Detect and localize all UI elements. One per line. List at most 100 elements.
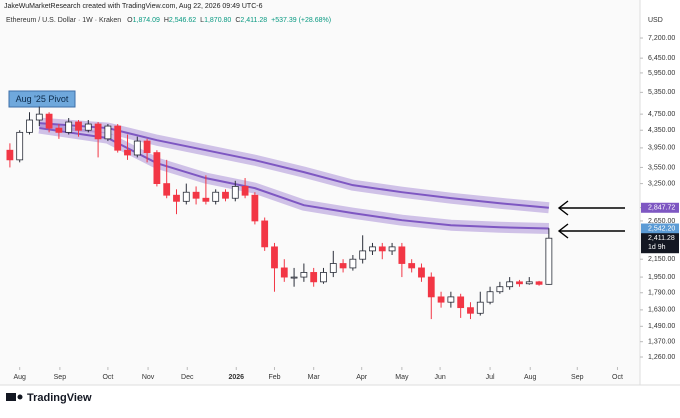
x-tick-label: Sep bbox=[54, 374, 67, 381]
candle-body bbox=[525, 281, 533, 285]
candle-body bbox=[427, 276, 435, 298]
y-tick-label: 1,370.00 bbox=[648, 339, 675, 346]
candle-body bbox=[251, 194, 259, 222]
candle-body bbox=[114, 125, 122, 151]
candle-body bbox=[467, 307, 474, 314]
x-tick-label: Jul bbox=[486, 374, 495, 381]
band-price-label: 2,847.72 bbox=[648, 205, 675, 212]
candle-body bbox=[241, 186, 249, 196]
countdown: 1d 9h bbox=[648, 244, 666, 251]
logo bbox=[6, 393, 23, 401]
x-tick-label: Jun bbox=[434, 374, 445, 381]
plot-bg bbox=[0, 0, 640, 385]
x-tick-label: Oct bbox=[102, 374, 113, 381]
candle-body bbox=[104, 125, 112, 140]
candle-body bbox=[45, 113, 53, 129]
legend-key: C bbox=[235, 17, 240, 24]
candle-body bbox=[35, 113, 43, 121]
y-tick-label: 5,350.00 bbox=[648, 89, 675, 96]
y-tick-label: 6,450.00 bbox=[648, 55, 675, 62]
candle-body bbox=[408, 263, 416, 269]
candle-body bbox=[261, 220, 269, 248]
y-tick-label: 1,490.00 bbox=[648, 323, 675, 330]
legend-value: 2,546.62 bbox=[169, 17, 196, 24]
x-tick-label: Sep bbox=[571, 374, 584, 381]
band-line bbox=[39, 122, 549, 209]
x-tick-label: Aug bbox=[13, 374, 26, 381]
x-tick-label: Dec bbox=[181, 374, 194, 381]
candle-body bbox=[94, 123, 102, 140]
annotation: Aug '25 Pivot bbox=[16, 94, 69, 104]
credit: JakeWuMarketResearch created with Tradin… bbox=[4, 3, 263, 10]
candle-body bbox=[55, 127, 63, 133]
candle-body bbox=[26, 119, 33, 133]
candle-body bbox=[349, 258, 357, 269]
candle-body bbox=[202, 197, 210, 202]
last-price-label: 2,411.28 bbox=[648, 235, 675, 242]
candle-body bbox=[212, 191, 220, 202]
candle-body bbox=[545, 237, 553, 285]
y-tick-label: 4,350.00 bbox=[648, 127, 675, 134]
x-tick-label: Feb bbox=[268, 374, 280, 381]
candle-body bbox=[516, 281, 523, 285]
y-tick-label: 2,150.00 bbox=[648, 256, 675, 263]
y-tick-label: 1,260.00 bbox=[648, 354, 675, 361]
candle-body bbox=[398, 246, 406, 264]
band-price-tag bbox=[641, 202, 679, 213]
candle-body bbox=[320, 272, 327, 283]
candle-body bbox=[133, 140, 141, 156]
candle-body bbox=[496, 286, 504, 293]
y-tick-label: 4,750.00 bbox=[648, 111, 675, 118]
legend-value: 1,870.80 bbox=[204, 17, 231, 24]
legend-key: H bbox=[164, 17, 169, 24]
legend-key: O bbox=[127, 17, 133, 24]
candle-body bbox=[84, 123, 92, 131]
candle-body bbox=[300, 272, 308, 278]
candle-body bbox=[163, 183, 171, 196]
x-tick-label: Mar bbox=[308, 374, 321, 381]
candle-body bbox=[437, 296, 445, 303]
candle-body bbox=[388, 246, 396, 252]
candle-body bbox=[271, 246, 278, 269]
y-tick-label: 5,950.00 bbox=[648, 70, 675, 77]
y-tick-label: 2,650.00 bbox=[648, 218, 675, 225]
legend-value: 1,874.09 bbox=[133, 17, 160, 24]
band-price-tag bbox=[641, 223, 679, 234]
candle-body bbox=[310, 272, 318, 283]
y-tick-label: 7,200.00 bbox=[648, 35, 675, 42]
candle-body bbox=[378, 246, 386, 252]
candle-body bbox=[222, 191, 229, 199]
x-tick-label: Aug bbox=[524, 374, 537, 381]
arrows bbox=[557, 200, 625, 239]
legend-value: 2,411.28 bbox=[240, 17, 267, 24]
candle-body bbox=[329, 263, 337, 273]
y-tick-label: 1,950.00 bbox=[648, 274, 675, 281]
candle-body bbox=[124, 149, 131, 156]
candle-body bbox=[535, 281, 543, 285]
last-price-tag bbox=[641, 233, 679, 254]
legend-key: L bbox=[200, 17, 204, 24]
candle-body bbox=[192, 191, 200, 199]
y-tick-label: 1,630.00 bbox=[648, 307, 675, 314]
candle-body bbox=[280, 267, 288, 278]
candle-body bbox=[447, 296, 455, 303]
y-tick-label: 1,790.00 bbox=[648, 290, 675, 297]
y-tick-label: 3,950.00 bbox=[648, 145, 675, 152]
candle-body bbox=[486, 291, 494, 303]
candle-body bbox=[476, 301, 484, 314]
x-tick-label: Nov bbox=[142, 374, 155, 381]
candle-body bbox=[339, 263, 347, 269]
candle-body bbox=[290, 276, 298, 279]
candle-body bbox=[359, 250, 367, 260]
x-tick-label: May bbox=[395, 374, 409, 381]
annotation-box bbox=[8, 90, 76, 108]
legend: Ethereum / U.S. Dollar · 1W · Kraken O 1,8… bbox=[6, 17, 331, 24]
symbol: Ethereum / U.S. Dollar · 1W · Kraken bbox=[6, 17, 121, 24]
candle-body bbox=[143, 140, 151, 153]
y-tick-label: 3,250.00 bbox=[648, 180, 675, 187]
candle-body bbox=[182, 191, 190, 202]
candle-body bbox=[153, 152, 161, 184]
candle-body bbox=[75, 121, 82, 131]
x-tick-label: 2026 bbox=[228, 374, 244, 381]
candle-body bbox=[6, 149, 14, 161]
